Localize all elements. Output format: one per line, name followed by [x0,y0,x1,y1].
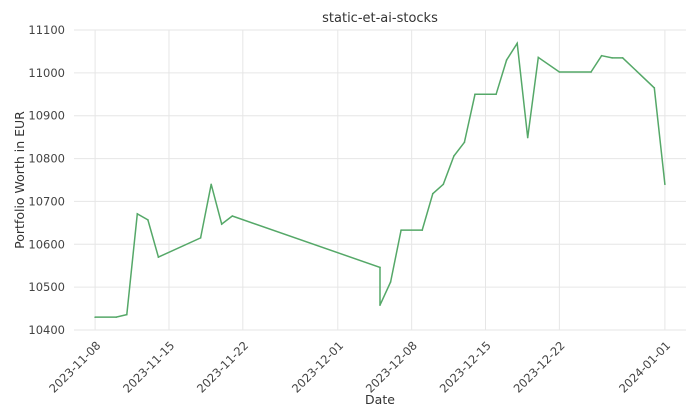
x-tick-label: 2023-12-15 [437,338,494,395]
data-point [94,316,96,318]
y-tick-label: 10500 [28,280,65,294]
data-point [147,219,149,221]
x-tick-label: 2023-12-08 [363,338,420,395]
y-axis-label: Portfolio Worth in EUR [12,111,27,249]
series-line [95,41,666,318]
x-axis-ticks: 2023-11-08 2023-11-15 2023-11-22 2023-12-01… [46,338,673,395]
data-point [231,215,234,217]
data-point [199,237,202,239]
data-point [421,229,424,231]
data-point [526,136,529,139]
data-point [210,183,212,186]
data-points [94,42,666,318]
x-tick-label: 2023-11-15 [120,338,177,395]
chart-title: static-et-ai-stocks [322,11,438,26]
data-point [600,54,603,57]
y-tick-label: 10900 [28,109,65,123]
data-point [157,256,160,258]
x-tick-label: 2023-12-22 [511,338,568,395]
x-tick-label: 2023-12-01 [289,338,346,395]
y-tick-label: 10800 [28,152,65,166]
y-tick-label: 10400 [28,323,65,337]
data-point [474,93,476,96]
data-point [495,93,497,96]
y-tick-label: 10700 [28,194,65,208]
data-point [664,183,666,186]
x-tick-label: 2023-11-08 [46,338,103,395]
data-point [590,71,592,73]
x-axis-label: Date [365,392,395,407]
data-point [379,304,381,306]
y-tick-label: 10600 [28,237,65,251]
data-point [400,229,402,231]
y-tick-label: 11100 [28,23,65,37]
grid [74,29,686,331]
data-point [442,183,445,186]
data-point [389,281,392,283]
data-point [136,213,139,215]
data-point [621,57,624,59]
data-point [125,313,128,316]
y-axis-ticks: 10400 10500 10600 10700 10800 10900 11000 11100 [28,23,65,337]
data-point [505,59,508,61]
data-point [516,42,518,45]
data-point [537,56,540,59]
y-tick-label: 11000 [28,66,65,80]
data-point [453,155,455,157]
data-point [115,316,118,318]
x-tick-label: 2024-01-01 [616,338,673,395]
x-tick-label: 2023-11-22 [194,338,251,395]
data-point [431,192,434,195]
data-point [611,57,613,59]
data-point [379,266,381,269]
data-point [653,87,656,89]
data-point [558,71,561,73]
data-point [220,223,223,225]
data-point [463,141,466,144]
